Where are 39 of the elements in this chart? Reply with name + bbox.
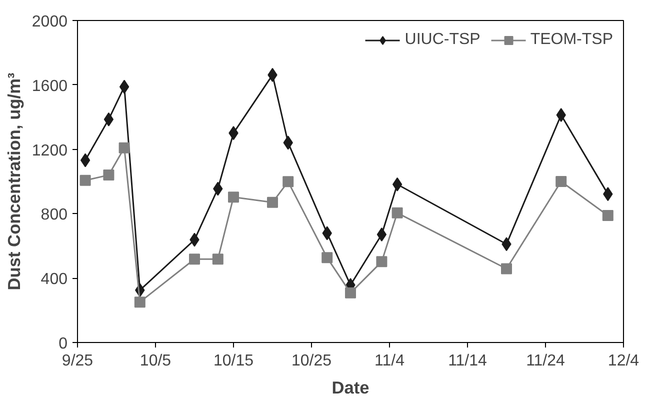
point [345,287,356,298]
point [104,112,114,126]
point [118,142,130,154]
point [501,263,512,274]
x-tick-label: 11/14 [448,352,488,370]
point [103,170,114,181]
y-tick-label: 1200 [32,142,68,160]
point [602,210,614,221]
point [556,176,567,187]
y-axis-title: Dust Concentration, ug/m³ [4,72,24,290]
point [392,207,403,218]
point [80,153,90,168]
x-tick-label: 11/4 [374,352,405,370]
y-tick-label: 0 [58,336,68,352]
legend-label: TEOM-TSP [530,31,613,49]
x-tick-label: 11/24 [526,352,566,370]
y-tick-label: 800 [40,206,68,224]
x-tick-label: 10/15 [213,352,254,370]
x-tick-label: 10/5 [140,352,172,370]
x-tick-label: 12/4 [608,352,640,370]
point [322,252,333,264]
y-tick-label: 1600 [32,78,68,95]
point [392,177,402,192]
legend-label: UIUC-TSP [404,31,480,49]
point [212,254,224,265]
point [119,80,130,94]
point [282,176,294,188]
point [376,256,388,268]
point [80,174,91,186]
x-axis-title: Date [332,378,370,398]
point [134,296,146,308]
point [376,227,387,242]
y-tick-label: 400 [40,271,68,288]
y-tick-label: 2000 [32,14,68,30]
point [228,192,239,203]
x-tick-label: 9/25 [62,352,94,370]
point [189,254,200,265]
point [267,196,278,208]
x-tick-label: 10/25 [291,352,332,370]
